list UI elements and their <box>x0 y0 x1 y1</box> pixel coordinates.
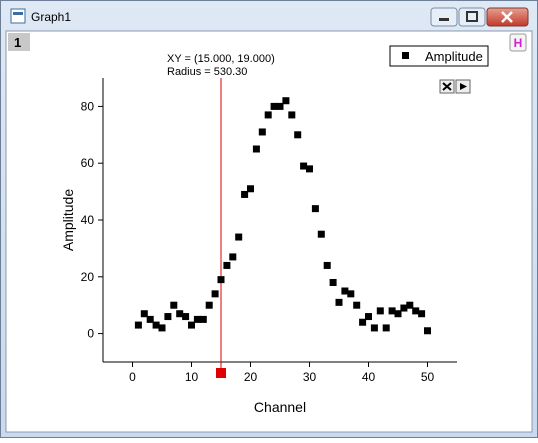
data-point <box>223 261 231 269</box>
data-point <box>235 233 243 241</box>
data-point <box>341 287 349 295</box>
maximize-icon <box>466 11 478 22</box>
data-point <box>247 185 254 193</box>
data-point <box>412 307 420 315</box>
data-point <box>270 102 278 110</box>
legend-box <box>389 45 489 67</box>
y-axis-label: Amplitude <box>60 189 76 251</box>
data-point <box>211 290 219 298</box>
data-point <box>229 253 237 261</box>
data-point <box>252 145 260 153</box>
data-point <box>353 301 361 309</box>
data-point <box>182 313 190 321</box>
x-tick-label: 40 <box>362 370 376 384</box>
data-point <box>359 318 367 326</box>
data-point <box>193 315 201 323</box>
data-point <box>170 301 178 309</box>
x-axis-label: Channel <box>254 399 306 415</box>
data-point <box>158 324 166 332</box>
data-point <box>323 261 331 269</box>
data-point <box>258 128 266 136</box>
data-point <box>276 102 284 110</box>
data-point <box>424 327 431 335</box>
y-tick-label: 0 <box>87 327 94 341</box>
layer-label: 1 <box>14 35 21 50</box>
data-point <box>199 315 207 323</box>
cursor-handle <box>216 368 226 378</box>
cursor-close-icon <box>442 82 452 91</box>
data-point <box>370 324 378 332</box>
y-tick-label: 80 <box>81 99 95 113</box>
data-point <box>382 324 390 332</box>
data-point <box>418 310 426 318</box>
cursor-radius-label: Radius = 530.30 <box>167 66 247 78</box>
data-point <box>264 111 272 119</box>
data-point <box>164 313 172 321</box>
data-point <box>134 321 142 329</box>
window-icon <box>10 8 26 24</box>
close-icon <box>501 11 513 23</box>
data-point <box>388 307 396 315</box>
data-point <box>217 276 225 284</box>
data-point <box>376 307 384 315</box>
data-point <box>282 97 290 105</box>
window-icon-detail <box>13 12 23 15</box>
x-tick-label: 10 <box>185 370 199 384</box>
data-point <box>329 278 337 286</box>
y-tick-label: 60 <box>81 156 95 170</box>
data-point <box>365 313 372 321</box>
minimize-icon <box>439 18 449 21</box>
data-point <box>146 315 154 323</box>
layer-button[interactable] <box>8 33 30 51</box>
data-point <box>294 131 302 139</box>
maximize-button[interactable] <box>458 7 486 27</box>
data-point <box>176 310 184 318</box>
data-point <box>241 190 249 198</box>
x-tick-label: 30 <box>303 370 317 384</box>
legend-symbol <box>402 52 409 59</box>
data-point <box>400 304 408 312</box>
cursor-next-icon <box>460 83 467 90</box>
data-point <box>306 165 313 173</box>
x-tick-label: 50 <box>421 370 435 384</box>
h-label: H <box>514 36 523 50</box>
cursor-xy-label: XY = (15.000, 19.000) <box>167 53 275 65</box>
data-point <box>406 301 414 309</box>
legend-label: Amplitude <box>425 49 483 64</box>
y-tick-label: 40 <box>81 213 95 227</box>
data-point <box>394 310 402 318</box>
h-button[interactable] <box>509 33 527 52</box>
y-tick-label: 20 <box>81 270 95 284</box>
data-point <box>152 321 160 329</box>
graph-page <box>5 30 533 433</box>
data-point <box>317 230 325 238</box>
data-point <box>347 290 355 298</box>
data-point <box>205 301 213 309</box>
data-point <box>335 298 343 306</box>
window-title: Graph1 <box>31 10 71 24</box>
data-point <box>311 205 319 213</box>
data-point <box>188 321 195 329</box>
x-tick-label: 0 <box>129 370 136 384</box>
data-point <box>288 111 296 119</box>
data-point <box>140 310 148 318</box>
data-point <box>300 162 308 170</box>
x-tick-label: 20 <box>244 370 258 384</box>
minimize-button[interactable] <box>430 7 458 27</box>
